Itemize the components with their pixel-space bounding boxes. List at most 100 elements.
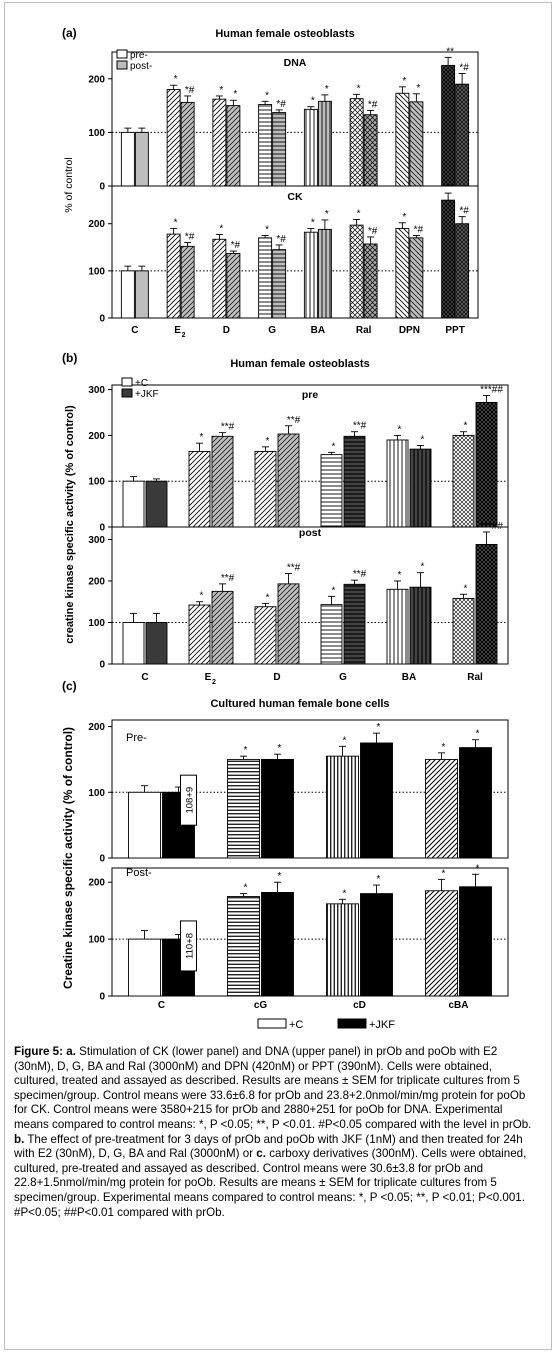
- significance-mark-a-0-0-3: *: [265, 90, 269, 101]
- bar-c-1-0-1: [227, 895, 260, 997]
- significance-mark-b-0-1-5: ***##: [480, 385, 503, 396]
- bar-b-1-0-5: [452, 597, 475, 665]
- bar-a-1-1-1: [180, 245, 195, 319]
- significance-mark-b-0-0-4: *: [398, 424, 402, 435]
- bar-c-1-0-2: [326, 903, 359, 997]
- bar-a-1-0-5: [349, 224, 364, 319]
- bar-a-0-0-7: [441, 64, 456, 187]
- x-tick-label-a-7: PPT: [445, 325, 464, 336]
- significance-mark-b-1-0-5: *: [464, 583, 468, 594]
- significance-mark-a-1-1-2: *#: [231, 240, 241, 251]
- significance-mark-a-1-1-6: *#: [414, 225, 424, 236]
- bar-b-0-0-0: [122, 480, 145, 528]
- subplot-name-c-1: Post-: [126, 867, 152, 879]
- x-tick-label-b-1-subscript: 2: [212, 679, 216, 686]
- x-tick-label-b-1: E: [205, 672, 212, 683]
- bar-a-0-1-4: [317, 100, 332, 187]
- caption-b-text: The effect of pre-treatment for 3 days o…: [14, 1132, 523, 1161]
- significance-mark-b-0-1-4: *: [421, 434, 425, 445]
- significance-mark-b-1-0-1: *: [200, 591, 204, 602]
- control-mean-box-0: [180, 774, 197, 826]
- legend-label-b-1: +JKF: [135, 389, 159, 400]
- y-tick-label-b-0-0: 0: [99, 523, 105, 534]
- y-tick-label-b-1-200: 200: [88, 576, 105, 587]
- legend-label-b-0: +C: [135, 378, 148, 389]
- x-tick-label-a-1-subscript: 2: [182, 332, 186, 339]
- bar-c-0-1-2: [360, 742, 393, 859]
- caption-a-label: a.: [66, 1045, 76, 1058]
- bar-a-0-1-2: [226, 105, 241, 187]
- bar-c-1-1-1: [261, 892, 294, 997]
- subplot-frame-c-0: [111, 719, 509, 859]
- bar-a-1-1-2: [226, 252, 241, 319]
- significance-mark-a-0-1-3: *#: [276, 99, 286, 110]
- bar-b-1-0-2: [254, 606, 277, 665]
- x-tick-label-c-3: cBA: [448, 1000, 468, 1011]
- significance-mark-a-0-1-6: *: [416, 83, 420, 94]
- legend-swatch-b-0: [121, 377, 133, 387]
- bar-b-1-0-1: [188, 604, 211, 665]
- bar-a-0-0-5: [349, 98, 364, 187]
- bar-b-0-0-4: [386, 439, 409, 528]
- significance-mark-a-0-0-5: *: [357, 83, 361, 94]
- bar-a-0-1-7: [455, 83, 470, 187]
- bar-a-0-0-2: [212, 98, 227, 187]
- panel-title-a: Human female osteoblasts: [215, 28, 354, 40]
- bar-a-0-0-6: [395, 92, 410, 187]
- subplot-name-a-0: DNA: [284, 57, 307, 69]
- bar-c-1-1-2: [360, 893, 393, 997]
- significance-mark-c-0-1-3: *: [476, 729, 480, 740]
- significance-mark-a-0-1-4: *: [325, 84, 329, 95]
- significance-mark-a-0-1-1: *#: [185, 85, 195, 96]
- panel-title-c: Cultured human female bone cells: [210, 698, 389, 710]
- significance-mark-a-1-1-5: *#: [368, 226, 378, 237]
- x-tick-label-a-3: G: [268, 325, 276, 336]
- significance-mark-c-1-0-3: *: [442, 868, 446, 879]
- caption-a-text: Stimulation of CK (lower panel) and DNA …: [14, 1045, 532, 1131]
- panel-b: (b) Human female osteoblasts creatine kina…: [62, 351, 509, 671]
- bar-a-0-0-4: [303, 108, 318, 187]
- legend-swatch-a-0: [116, 49, 128, 59]
- bar-b-0-1-3: [343, 435, 366, 528]
- significance-mark-b-0-0-1: *: [200, 432, 204, 443]
- y-axis-label-b: creatine kinase specific activity (% of …: [64, 405, 76, 644]
- x-tick-label-a-1: E: [174, 325, 181, 336]
- significance-mark-b-0-1-1: **#: [221, 422, 235, 433]
- legend-swatch-c-1: [337, 1018, 367, 1029]
- significance-mark-a-0-0-1: *: [174, 74, 178, 85]
- bar-a-1-0-1: [166, 233, 181, 319]
- significance-mark-a-1-0-1: *: [174, 217, 178, 228]
- y-axis-label-c: Creatine kinase specific activity (% of …: [61, 727, 75, 989]
- significance-mark-a-0-0-7: **: [446, 46, 454, 57]
- significance-mark-b-0-1-3: **#: [353, 421, 367, 432]
- bar-a-0-0-3: [258, 104, 273, 187]
- bar-b-1-1-5: [475, 543, 498, 665]
- figure-canvas: (a) Human female osteoblasts % of control D…: [61, 26, 509, 1031]
- significance-mark-c-0-0-3: *: [442, 742, 446, 753]
- bar-a-1-1-0: [134, 270, 149, 319]
- y-tick-label-c-0-0: 0: [99, 854, 105, 865]
- bar-b-0-0-1: [188, 450, 211, 528]
- y-tick-label-b-1-300: 300: [88, 535, 105, 546]
- y-tick-label-b-1-0: 0: [99, 660, 105, 671]
- y-tick-label-a-1-200: 200: [88, 219, 105, 230]
- x-tick-label-c-0: C: [158, 1000, 165, 1011]
- panel-label-a: (a): [62, 26, 77, 40]
- figure-frame: [4, 2, 552, 1350]
- significance-mark-c-0-0-2: *: [343, 735, 347, 746]
- significance-mark-a-1-1-7: *#: [459, 206, 469, 217]
- legend-swatch-a-1: [116, 60, 128, 70]
- x-tick-label-b-4: BA: [402, 672, 416, 683]
- legend-label-a-0: pre-: [130, 50, 148, 61]
- bar-b-0-1-1: [211, 435, 234, 528]
- bar-a-1-1-6: [409, 237, 424, 319]
- control-mean-label-1: 110+8: [185, 933, 196, 959]
- x-tick-label-b-5: Ral: [467, 672, 483, 683]
- significance-mark-c-0-0-1: *: [244, 745, 248, 756]
- significance-mark-c-1-0-2: *: [343, 888, 347, 899]
- significance-mark-c-1-1-3: *: [476, 863, 480, 874]
- subplot-name-b-0: pre: [302, 389, 319, 401]
- significance-mark-b-1-1-5: ***##: [480, 521, 503, 532]
- x-tick-label-a-4: BA: [311, 325, 325, 336]
- bar-b-1-0-3: [320, 604, 343, 665]
